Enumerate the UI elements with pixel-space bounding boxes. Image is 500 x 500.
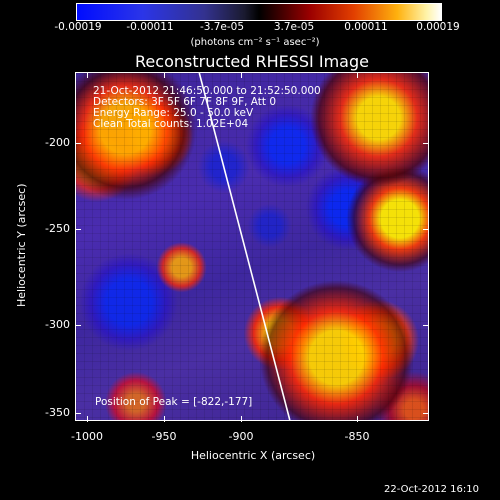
y-tick-label: -300 <box>45 318 70 331</box>
x-tick <box>357 416 358 422</box>
x-tick-label: -900 <box>228 430 254 443</box>
y-tick-label: -200 <box>45 136 70 149</box>
info-time-range: 21-Oct-2012 21:46:50.000 to 21:52:50.000 <box>93 85 321 97</box>
generation-date: 22-Oct-2012 16:10 <box>384 484 479 495</box>
x-tick-label: -950 <box>151 430 177 443</box>
colorbar-units: (photons cm⁻² s⁻¹ asec⁻²) <box>190 37 320 48</box>
colorbar-tick-label: 0.00011 <box>344 21 388 33</box>
x-tick <box>87 416 88 422</box>
colorbar-tick-label: -0.00019 <box>54 21 102 33</box>
y-tick-right <box>423 143 429 144</box>
y-tick <box>75 413 81 414</box>
y-axis-label: Heliocentric Y (arcsec) <box>15 183 28 307</box>
peak-position: Position of Peak = [-822,-177] <box>95 396 253 408</box>
x-tick-top <box>87 72 88 78</box>
info-energy-range: Energy Range: 25.0 - 50.0 keV <box>93 107 254 119</box>
y-tick-right <box>423 325 429 326</box>
observation-info: 21-Oct-2012 21:46:50.000 to 21:52:50.000… <box>93 86 321 130</box>
x-tick <box>241 416 242 422</box>
y-tick <box>75 325 81 326</box>
colorbar-tick-label: -3.7e-05 <box>199 21 245 33</box>
info-detectors: Detectors: 3F 5F 6F 7F 8F 9F, Att 0 <box>93 96 277 108</box>
x-tick <box>164 416 165 422</box>
info-clean-counts: Clean Total counts: 1.02E+04 <box>93 118 249 130</box>
y-tick-label: -350 <box>45 406 70 419</box>
colorbar-tick-label: 3.7e-05 <box>273 21 315 33</box>
x-tick-top <box>241 72 242 78</box>
y-tick-label: -250 <box>45 222 70 235</box>
colorbar-tick-label: -0.00011 <box>126 21 174 33</box>
y-tick <box>75 229 81 230</box>
colorbar-tick-label: 0.00019 <box>416 21 460 33</box>
x-tick-top <box>357 72 358 78</box>
x-tick-label: -1000 <box>71 430 103 443</box>
x-tick-top <box>164 72 165 78</box>
y-tick-right <box>423 229 429 230</box>
y-tick-right <box>423 413 429 414</box>
page-title: Reconstructed RHESSI Image <box>135 52 369 71</box>
x-axis-label: Heliocentric X (arcsec) <box>190 449 316 462</box>
y-tick <box>75 143 81 144</box>
x-tick-label: -850 <box>344 430 370 443</box>
colorbar <box>76 3 442 21</box>
